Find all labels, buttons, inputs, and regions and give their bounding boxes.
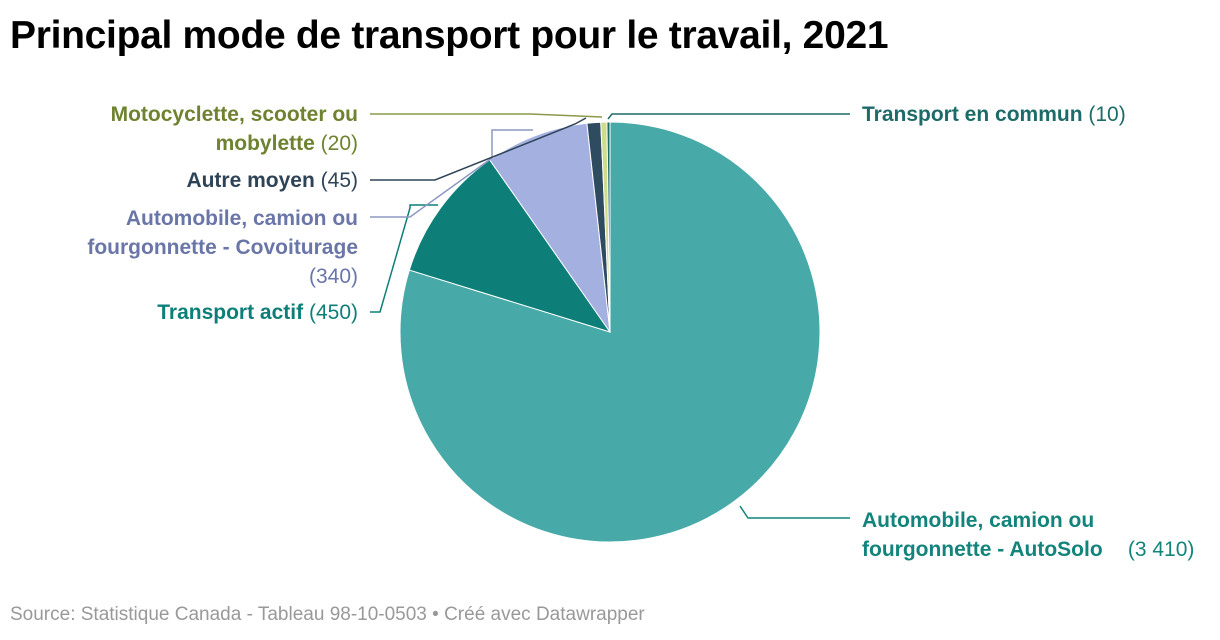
leader-line-4 <box>370 113 603 118</box>
label-autosolo: Automobile, camion ou fourgonnette - Aut… <box>862 506 1194 564</box>
slice-value: (20) <box>320 132 358 155</box>
label-transport-commun: Transport en commun (10) <box>862 100 1126 129</box>
slice-value: (3 410) <box>1127 538 1195 561</box>
leader-line-1 <box>370 204 438 313</box>
slice-value: (450) <box>308 301 358 324</box>
slice-label: Automobile, camion ou fourgonnette - Aut… <box>862 509 1103 561</box>
pie-slice-5 <box>606 121 611 333</box>
label-motocyclette: Motocyclette, scooter ou mobylette (20) <box>68 100 358 158</box>
slice-label: Automobile, camion ou fourgonnette - Cov… <box>87 207 358 259</box>
label-autre-moyen: Autre moyen (45) <box>186 166 358 195</box>
slice-value: (45) <box>320 169 358 192</box>
slice-label: Motocyclette, scooter ou mobylette <box>110 103 358 155</box>
slice-value: (10) <box>1088 103 1126 126</box>
leader-line-0 <box>739 505 850 519</box>
slice-label: Autre moyen <box>186 169 315 192</box>
chart-title: Principal mode de transport pour le trav… <box>10 14 889 57</box>
slice-label: Transport actif <box>157 301 304 324</box>
slice-value: (340) <box>308 265 358 288</box>
slice-label: Transport en commun <box>862 103 1083 126</box>
label-transport-actif: Transport actif (450) <box>157 298 358 327</box>
source-note: Source: Statistique Canada - Tableau 98-… <box>10 604 645 625</box>
label-covoiturage: Automobile, camion ou fourgonnette - Cov… <box>48 204 358 291</box>
leader-line-3 <box>370 117 587 181</box>
leader-line-5 <box>607 113 850 120</box>
